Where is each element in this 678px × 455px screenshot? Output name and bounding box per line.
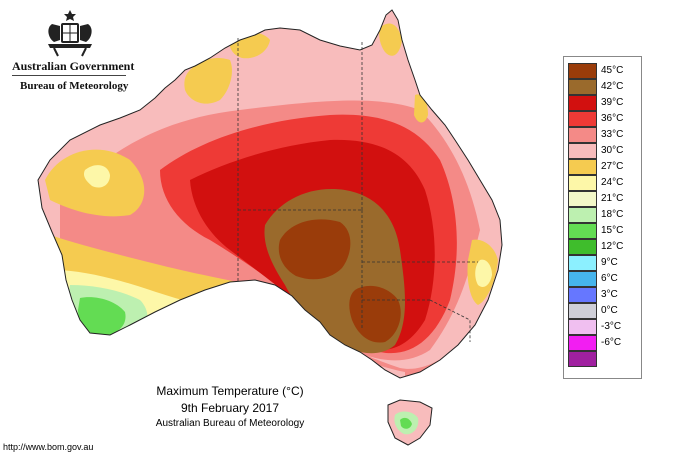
legend-swatch [568,207,597,223]
map-date: 9th February 2017 [180,401,280,415]
legend-swatch [568,79,597,95]
legend-swatch [568,175,597,191]
legend-label: 12°C [601,241,624,252]
legend-item: 42°C [568,79,623,95]
legend-label: 15°C [601,225,624,236]
legend-swatch [568,191,597,207]
coat-of-arms-icon [48,10,92,57]
legend-item: 24°C [568,175,623,191]
legend-swatch [568,303,597,319]
legend-item: 15°C [568,223,623,239]
legend-item: 45°C [568,63,623,79]
government-logo-block: Australian Government Bureau of Meteorol… [10,10,134,92]
legend-label: 27°C [601,161,624,172]
legend-label: 45°C [601,65,624,76]
legend-swatch [568,335,597,351]
legend-item: 27°C [568,159,623,175]
legend-frame [563,56,642,379]
header-divider [12,75,126,76]
legend-item: 9°C [568,255,618,271]
legend-item: -3°C [568,319,621,335]
legend-label: 6°C [601,273,618,284]
legend-item: 30°C [568,143,623,159]
temperature-legend: 45°C 42°C 39°C 36°C 33°C 30°C 27°C 24°C 21°C 18°C… [568,63,623,367]
legend-swatch [568,95,597,111]
legend-item: 6°C [568,271,618,287]
legend-swatch [568,63,597,79]
legend-label: 36°C [601,113,624,124]
bureau-title: Bureau of Meteorology [20,80,129,92]
legend-item: 0°C [568,303,618,319]
temperature-map [37,9,503,446]
legend-item: 3°C [568,287,618,303]
map-title: Maximum Temperature (°C) [156,384,304,398]
legend-item [568,351,610,367]
legend-swatch [568,351,597,367]
legend-label: 39°C [601,97,624,108]
legend-label: 18°C [601,209,624,220]
legend-label: 33°C [601,129,624,140]
legend-swatch [568,271,597,287]
state-borders [237,38,478,342]
legend-swatch [568,143,597,159]
legend-swatch [568,223,597,239]
legend-label: 30°C [601,145,624,156]
government-title: Australian Government [12,59,135,73]
legend-item: 36°C [568,111,623,127]
legend-swatch [568,127,597,143]
legend-label: -3°C [601,321,622,332]
legend-label: 0°C [601,305,618,316]
legend-swatch [568,111,597,127]
legend-label: 3°C [601,289,618,300]
source-url: http://www.bom.gov.au [3,442,94,452]
legend-swatch [568,159,597,175]
legend-item: 21°C [568,191,623,207]
legend-swatch [568,287,597,303]
map-source: Australian Bureau of Meteorology [155,418,305,429]
legend-label: 24°C [601,177,624,188]
legend-label: 42°C [601,81,624,92]
legend-label: 21°C [601,193,624,204]
legend-swatch [568,319,597,335]
legend-swatch [568,239,597,255]
legend-swatch [568,255,597,271]
legend-label: 9°C [601,257,618,268]
legend-item: 39°C [568,95,623,111]
map-title-block: Maximum Temperature (°C) 9th February 20… [130,383,330,431]
legend-item: 33°C [568,127,623,143]
legend-label: -6°C [601,337,622,348]
legend-item: -6°C [568,335,621,351]
legend-item: 12°C [568,239,623,255]
legend-item: 18°C [568,207,623,223]
